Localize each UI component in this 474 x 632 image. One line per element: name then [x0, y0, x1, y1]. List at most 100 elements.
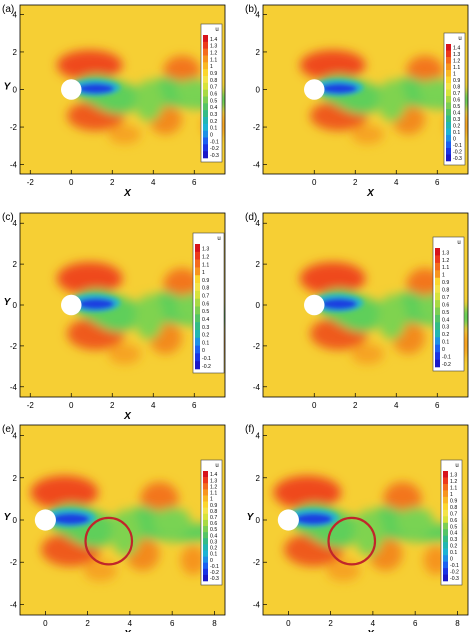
colorbar-swatch	[443, 516, 448, 524]
colorbar-swatch	[446, 154, 451, 162]
colorbar-label: 1.2	[202, 254, 209, 260]
colorbar-label: 0	[450, 557, 453, 563]
colorbar-swatch	[203, 123, 208, 131]
colorbar-label: -0.2	[453, 150, 462, 156]
colorbar-label: 0.7	[450, 511, 457, 517]
colorbar-swatch	[203, 568, 208, 576]
x-tick-label: -2	[27, 401, 35, 410]
colorbar-swatch	[446, 122, 451, 129]
colorbar-label: 0.5	[210, 527, 217, 533]
colorbar-swatch	[435, 322, 440, 331]
colorbar-label: 1.2	[442, 258, 449, 264]
colorbar-label: 1.2	[210, 50, 217, 56]
y-tick-label: 2	[13, 474, 18, 483]
colorbar-swatch	[195, 298, 200, 307]
colorbar-label: 0.4	[210, 533, 217, 539]
colorbar-swatch	[203, 103, 208, 111]
panel-label: (f)	[245, 424, 254, 435]
colorbar-swatch	[446, 115, 451, 123]
downstream-vortex	[406, 55, 444, 86]
y-tick-label: 4	[256, 10, 261, 19]
colorbar-swatch	[203, 556, 208, 563]
x-axis-label: X	[123, 629, 132, 632]
colorbar-label: 0.6	[210, 521, 217, 527]
colorbar-swatch	[435, 307, 440, 316]
colorbar-swatch	[443, 529, 448, 537]
colorbar-label: 1.3	[210, 44, 217, 50]
downstream-vortex	[140, 482, 179, 516]
x-tick-label: 8	[455, 619, 460, 628]
colorbar-label: 1.3	[210, 478, 217, 484]
colorbar-label: 0.7	[210, 515, 217, 521]
colorbar-label: 0.9	[450, 498, 457, 504]
colorbar-legend: u1.31.21.110.90.80.70.60.50.40.30.20.10-…	[440, 459, 463, 586]
colorbar-label: 0.4	[202, 317, 209, 323]
colorbar-label: 0.4	[450, 531, 457, 537]
colorbar-label: 1	[202, 270, 205, 276]
wake-band	[396, 507, 435, 537]
colorbar-swatch	[203, 76, 208, 84]
colorbar-label: 0.8	[210, 509, 217, 515]
x-tick-label: 0	[312, 401, 317, 410]
wake-band	[110, 509, 141, 556]
downstream-vortex	[351, 125, 384, 144]
colorbar-label: 0	[442, 347, 445, 353]
colorbar-swatch	[435, 285, 440, 293]
colorbar-swatch	[195, 244, 200, 253]
panel-label: (c)	[2, 212, 14, 223]
colorbar-swatch	[435, 314, 440, 323]
colorbar-label: 1.3	[202, 247, 209, 253]
x-tick-label: 4	[371, 619, 376, 628]
colorbar-label: 1	[210, 64, 213, 70]
y-tick-label: 0	[256, 86, 261, 95]
cylinder	[304, 294, 325, 316]
colorbar-swatch	[443, 548, 448, 556]
colorbar-swatch	[195, 283, 200, 292]
downstream-vortex	[163, 55, 201, 86]
colorbar-label: 0.5	[210, 98, 217, 104]
x-tick-label: 4	[394, 401, 399, 410]
upper-lobe	[299, 262, 366, 295]
y-tick-label: -2	[253, 342, 261, 351]
colorbar-label: 0.9	[210, 503, 217, 509]
upper-lobe	[56, 50, 123, 81]
colorbar-label: 0.9	[202, 278, 209, 284]
upper-lobe	[30, 475, 99, 510]
y-axis-label: Y	[4, 297, 12, 308]
colorbar-swatch	[435, 344, 440, 353]
colorbar-swatch	[446, 102, 451, 110]
colorbar-swatch	[203, 544, 208, 551]
y-tick-label: -4	[253, 600, 261, 609]
colorbar-swatch	[203, 507, 208, 515]
colorbar-label: 0	[453, 137, 456, 143]
panel-label: (b)	[245, 4, 257, 15]
colorbar-legend: u1.31.21.110.90.80.70.60.50.40.30.20.10-…	[432, 236, 465, 372]
recirculation-core	[294, 513, 333, 525]
colorbar-label: -0.1	[210, 564, 219, 570]
wake-band	[134, 294, 164, 340]
colorbar-label: -0.3	[450, 576, 459, 582]
y-tick-label: 2	[256, 260, 261, 269]
colorbar-label: 0.2	[442, 332, 449, 338]
y-tick-label: -4	[10, 383, 18, 392]
colorbar-label: 0.8	[453, 85, 460, 91]
colorbar-swatch	[203, 55, 208, 63]
colorbar-label: 0.1	[210, 552, 217, 558]
panel-a: -2 0 2 4 6420-2-4XY(a)u1.41.31.21.110.90.80.…	[2, 4, 226, 199]
colorbar-title: u	[455, 463, 458, 469]
colorbar-label: 0.8	[210, 78, 217, 84]
colorbar-label: 1.1	[442, 265, 449, 271]
colorbar-swatch	[203, 483, 208, 490]
colorbar-label: 0	[202, 348, 205, 354]
downstream-vortex	[163, 268, 201, 301]
colorbar-label: 1.1	[202, 262, 209, 268]
colorbar-swatch	[446, 141, 451, 149]
wake-band	[134, 80, 164, 122]
y-tick-label: -4	[10, 161, 18, 170]
x-tick-label: 6	[413, 619, 418, 628]
panel-c: -2 0 2 4 6420-2-4XY(c)u1.31.21.110.90.80.70.…	[2, 212, 226, 422]
x-tick-label: 2	[85, 619, 90, 628]
colorbar-swatch	[203, 471, 208, 478]
x-tick-label: 0	[312, 178, 317, 187]
colorbar-swatch	[203, 89, 208, 97]
